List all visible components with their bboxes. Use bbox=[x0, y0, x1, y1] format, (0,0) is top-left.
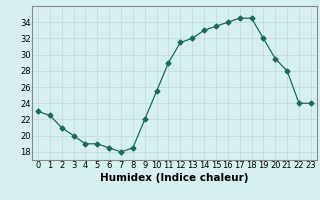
X-axis label: Humidex (Indice chaleur): Humidex (Indice chaleur) bbox=[100, 173, 249, 183]
